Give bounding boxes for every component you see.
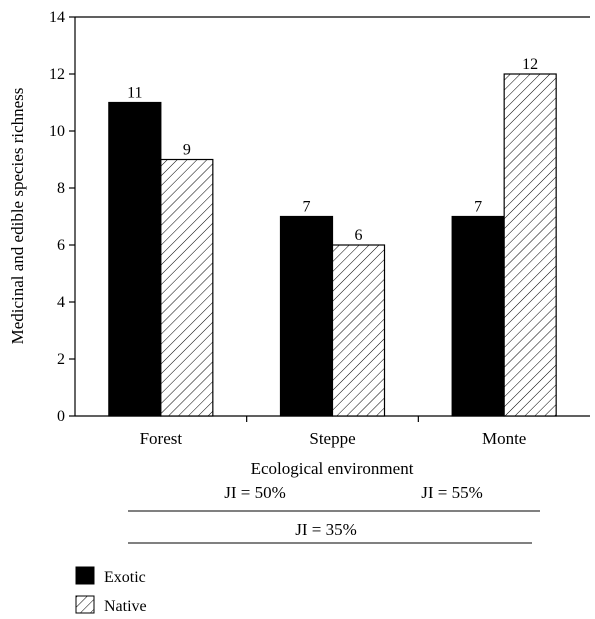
- y-tick-label: 4: [57, 294, 65, 311]
- legend-swatch-exotic: [75, 566, 95, 585]
- y-tick-label: 12: [49, 66, 65, 83]
- legend-swatch-native: [75, 595, 95, 614]
- ji-forest-steppe-label: JI = 50%: [224, 483, 286, 502]
- bar-exotic-steppe: [279, 215, 334, 417]
- bar-native-forest: [160, 158, 214, 417]
- data-label-native-monte: 12: [522, 56, 538, 73]
- x-ticks: [246, 416, 419, 422]
- legend: Exotic Native: [75, 566, 147, 615]
- data-label-exotic-steppe: 7: [303, 199, 311, 216]
- x-axis-title: Ecological environment: [251, 459, 414, 478]
- data-label-exotic-forest: 11: [127, 85, 142, 102]
- bar-native-monte: [503, 73, 557, 417]
- y-axis-title: Medicinal and edible species richness: [8, 88, 27, 345]
- y-ticks: 0 2 4 6 8 10 12 14: [49, 9, 75, 425]
- y-tick-label: 6: [57, 237, 65, 254]
- category-labels: Forest Steppe Monte: [140, 429, 527, 448]
- category-label-monte: Monte: [482, 429, 526, 448]
- y-tick-label: 0: [57, 408, 65, 425]
- bar-native-steppe: [331, 244, 386, 417]
- bar-exotic-forest: [108, 101, 162, 417]
- data-label-native-steppe: 6: [355, 227, 363, 244]
- ji-forest-monte-label: JI = 35%: [295, 520, 357, 539]
- bars: [108, 73, 557, 417]
- data-label-exotic-monte: 7: [474, 199, 482, 216]
- legend-label-native: Native: [104, 598, 147, 615]
- bar-exotic-monte: [451, 215, 505, 417]
- y-tick-label: 14: [49, 9, 65, 26]
- category-label-forest: Forest: [140, 429, 183, 448]
- y-tick-label: 10: [49, 123, 65, 140]
- data-labels: 11 9 7 6 7 12: [127, 56, 538, 244]
- category-label-steppe: Steppe: [309, 429, 355, 448]
- ji-steppe-monte-label: JI = 55%: [421, 483, 483, 502]
- legend-label-exotic: Exotic: [104, 569, 146, 586]
- y-tick-label: 8: [57, 180, 65, 197]
- similarity-indices: JI = 50% JI = 55% JI = 35%: [128, 483, 540, 544]
- y-tick-label: 2: [57, 351, 65, 368]
- data-label-native-forest: 9: [183, 142, 191, 159]
